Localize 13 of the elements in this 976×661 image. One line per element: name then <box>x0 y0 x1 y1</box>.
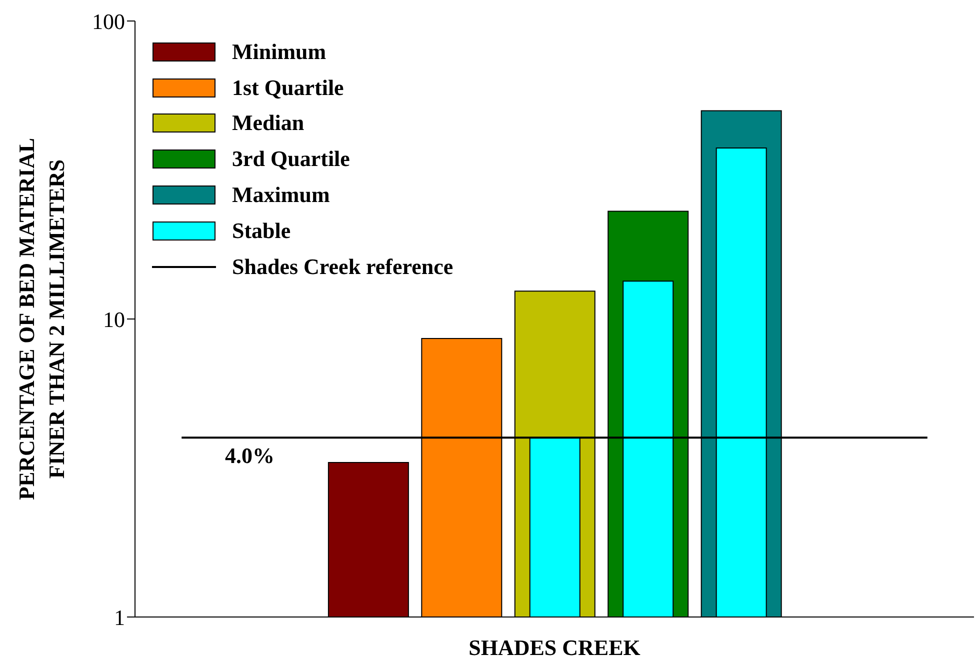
legend-label: Stable <box>232 218 291 243</box>
x-axis-title: SHADES CREEK <box>468 635 640 660</box>
legend-label: Minimum <box>232 38 326 64</box>
legend-label: Shades Creek reference <box>232 254 454 279</box>
y-tick-label: 1 <box>114 604 125 630</box>
y-axis-title: PERCENTAGE OF BED MATERIAL FINER THAN 2 MILLIMETERS <box>14 138 69 500</box>
legend-label: 3rd Quartile <box>232 146 350 172</box>
legend-label: Median <box>232 110 304 136</box>
y-tick-label: 10 <box>103 306 125 332</box>
legend-label: Maximum <box>232 182 330 208</box>
annotation: 4.0% <box>225 443 274 468</box>
y-tick-label: 100 <box>92 8 125 34</box>
legend-label: 1st Quartile <box>232 74 344 100</box>
